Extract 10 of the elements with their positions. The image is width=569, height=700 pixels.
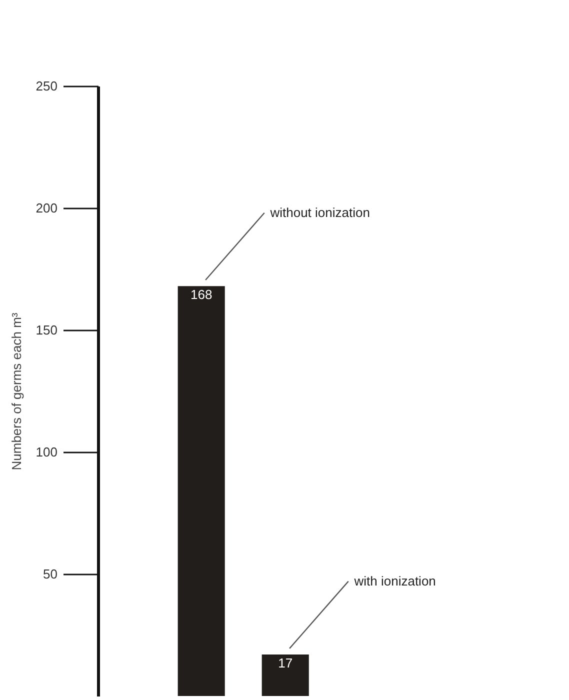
text: with ionization — [353, 573, 436, 588]
y-axis-title: Numbers of germs each m³ — [8, 312, 24, 470]
y-tick-label: 50 — [43, 566, 58, 582]
data-label: 17 — [278, 656, 293, 671]
annotation: without ionization — [269, 204, 370, 220]
y-tick-label: 250 — [36, 78, 58, 94]
data-label: 168 — [190, 287, 212, 302]
y-tick-label: 200 — [36, 200, 58, 216]
y-tick-label: 150 — [36, 322, 58, 338]
y-tick-label: 100 — [36, 444, 58, 460]
